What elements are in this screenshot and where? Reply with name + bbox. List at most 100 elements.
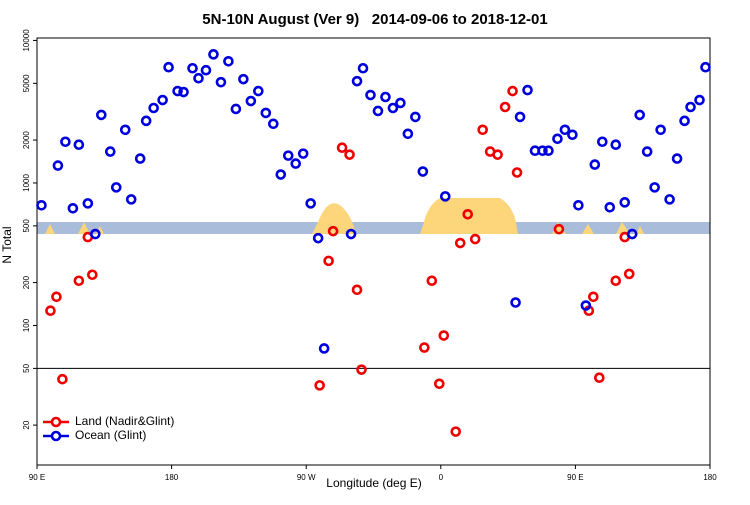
point — [438, 330, 450, 341]
point — [580, 300, 592, 311]
y-tick-label: 200 — [22, 275, 31, 289]
point — [282, 150, 294, 161]
point — [510, 297, 521, 308]
x-tick-label: 180 — [165, 473, 179, 482]
point — [685, 101, 696, 113]
point — [380, 91, 391, 103]
point — [200, 64, 212, 76]
point — [275, 169, 287, 180]
point — [290, 158, 302, 169]
point — [336, 142, 348, 154]
point — [694, 94, 705, 106]
point — [104, 146, 116, 157]
point — [619, 197, 631, 208]
x-tick-label: 90 W — [297, 473, 316, 482]
point — [125, 194, 137, 205]
point — [73, 139, 85, 151]
point — [208, 49, 219, 60]
point — [245, 95, 257, 107]
y-axis-label: N Total — [0, 226, 14, 263]
point — [45, 305, 56, 316]
x-tick-label: 0 — [439, 473, 444, 482]
point — [454, 237, 466, 249]
point — [314, 380, 325, 391]
point — [178, 86, 189, 98]
x-axis-label: Longitude (deg E) — [326, 476, 421, 490]
point — [387, 102, 399, 114]
point — [419, 342, 430, 353]
y-tick-label: 20 — [22, 420, 31, 429]
legend-label: Land (Nadir&Glint) — [75, 414, 174, 428]
point — [297, 148, 309, 159]
land-band — [312, 203, 356, 234]
point — [417, 166, 429, 177]
point — [402, 128, 414, 140]
point — [119, 124, 131, 136]
point — [215, 76, 227, 88]
point — [522, 84, 533, 96]
point — [610, 139, 622, 151]
point — [87, 269, 98, 281]
chart-title: 5N-10N August (Ver 9) 2014-09-06 to 2018… — [202, 11, 547, 28]
point — [514, 111, 526, 123]
point — [82, 198, 94, 209]
point — [351, 284, 363, 296]
point — [477, 124, 488, 136]
point — [312, 232, 324, 244]
point — [588, 291, 599, 303]
point — [649, 182, 660, 193]
point — [260, 107, 272, 119]
point — [36, 200, 47, 211]
point — [604, 201, 616, 213]
point — [238, 73, 249, 85]
point — [507, 85, 518, 97]
point — [187, 62, 198, 74]
point — [73, 275, 85, 287]
point — [357, 62, 369, 74]
legend-marker — [50, 416, 62, 428]
point — [51, 291, 62, 303]
x-tick-label: 90 E — [29, 473, 45, 482]
point — [499, 101, 511, 113]
point — [323, 255, 334, 267]
point — [559, 124, 571, 136]
point — [327, 225, 339, 237]
y-tick-label: 500 — [22, 219, 31, 233]
point — [230, 103, 242, 115]
y-tick-label: 10000 — [22, 29, 31, 52]
point — [157, 94, 168, 106]
series — [36, 49, 711, 354]
point — [267, 118, 279, 130]
point — [193, 72, 204, 84]
y-tick-label: 50 — [22, 363, 31, 372]
point — [172, 85, 183, 97]
point — [365, 89, 376, 101]
series — [45, 85, 635, 437]
point — [655, 124, 666, 136]
point — [462, 208, 474, 220]
point — [410, 111, 421, 123]
land-band — [420, 198, 518, 234]
point — [52, 160, 64, 171]
point — [345, 228, 357, 240]
y-tick-label: 1000 — [22, 174, 31, 192]
point — [553, 223, 565, 235]
point — [664, 194, 675, 205]
point — [426, 275, 438, 287]
point — [305, 198, 316, 209]
x-tick-label: 180 — [703, 473, 717, 482]
point — [567, 129, 578, 141]
point — [134, 153, 146, 164]
point — [434, 378, 445, 390]
point — [511, 167, 523, 178]
point — [140, 115, 152, 127]
point — [90, 228, 101, 240]
land-band — [552, 222, 644, 234]
point — [597, 136, 608, 148]
point — [700, 61, 711, 73]
point — [344, 149, 355, 160]
point — [253, 85, 264, 97]
point — [492, 149, 503, 160]
